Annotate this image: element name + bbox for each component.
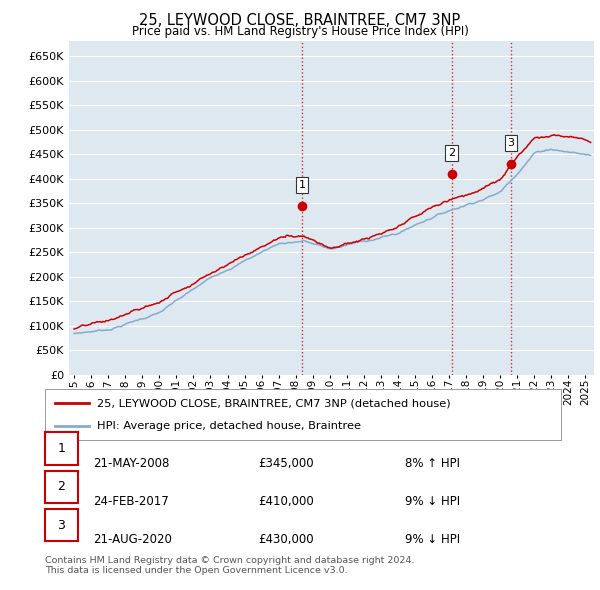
Text: 24-FEB-2017: 24-FEB-2017 [93, 495, 169, 508]
Text: Contains HM Land Registry data © Crown copyright and database right 2024.
This d: Contains HM Land Registry data © Crown c… [45, 556, 415, 575]
Text: 21-AUG-2020: 21-AUG-2020 [93, 533, 172, 546]
Text: HPI: Average price, detached house, Braintree: HPI: Average price, detached house, Brai… [97, 421, 361, 431]
Text: 2: 2 [448, 148, 455, 158]
Text: £430,000: £430,000 [258, 533, 314, 546]
Text: 9% ↓ HPI: 9% ↓ HPI [405, 495, 460, 508]
Text: 1: 1 [299, 180, 305, 190]
Text: 25, LEYWOOD CLOSE, BRAINTREE, CM7 3NP (detached house): 25, LEYWOOD CLOSE, BRAINTREE, CM7 3NP (d… [97, 398, 450, 408]
Text: 8% ↑ HPI: 8% ↑ HPI [405, 457, 460, 470]
Text: 1: 1 [58, 442, 65, 455]
Text: 9% ↓ HPI: 9% ↓ HPI [405, 533, 460, 546]
Text: 25, LEYWOOD CLOSE, BRAINTREE, CM7 3NP: 25, LEYWOOD CLOSE, BRAINTREE, CM7 3NP [139, 13, 461, 28]
Text: Price paid vs. HM Land Registry's House Price Index (HPI): Price paid vs. HM Land Registry's House … [131, 25, 469, 38]
Text: 3: 3 [58, 519, 65, 532]
Text: 21-MAY-2008: 21-MAY-2008 [93, 457, 169, 470]
Text: 2: 2 [58, 480, 65, 493]
Text: £410,000: £410,000 [258, 495, 314, 508]
Text: 3: 3 [508, 138, 515, 148]
Text: £345,000: £345,000 [258, 457, 314, 470]
